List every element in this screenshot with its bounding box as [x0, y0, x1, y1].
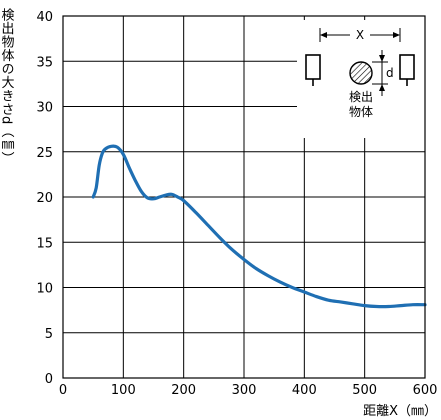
- y-tick-label: 5: [45, 327, 53, 342]
- x-dim-arrow-left: [320, 32, 327, 38]
- x-tick-label: 600: [413, 383, 438, 398]
- y-tick-label: 35: [36, 55, 53, 70]
- d-dim-arrow-top: [379, 55, 385, 62]
- left-sensor-icon: [305, 54, 321, 80]
- x-tick-label: 400: [292, 383, 317, 398]
- inset-object-label-line2: 物体: [349, 105, 373, 119]
- x-tick-label: 200: [171, 383, 196, 398]
- inset-d-label: d: [386, 66, 394, 80]
- inset-x-label: X: [356, 28, 364, 42]
- plot-border: [62, 15, 426, 379]
- x-tick-label: 500: [352, 383, 377, 398]
- x-axis-title: 距離X（㎜）: [363, 404, 437, 419]
- inset-object-label-line1: 検出: [349, 90, 373, 104]
- d-dim-arrow-bottom: [379, 84, 385, 91]
- y-axis-title: 検出物体の大きさd（㎜）: [0, 8, 14, 165]
- y-tick-label: 40: [36, 10, 53, 25]
- plot-frame: [62, 15, 426, 379]
- x-tick-label: 100: [111, 383, 136, 398]
- x-axis-ticks: 0 100 200 300 400 500 600: [59, 383, 438, 398]
- y-tick-label: 15: [36, 236, 53, 251]
- x-dim-arrow-right: [393, 32, 400, 38]
- y-tick-label: 25: [36, 146, 53, 161]
- sensor-inset-diagram: X d 検出 物体: [297, 20, 425, 138]
- x-tick-label: 0: [59, 383, 67, 398]
- y-tick-label: 20: [36, 191, 53, 206]
- series-line-0: [91, 144, 427, 309]
- y-axis-ticks: 0 5 10 15 20 25 30 35 40: [36, 10, 53, 387]
- y-tick-label: 0: [45, 372, 53, 387]
- x-tick-label: 300: [232, 383, 257, 398]
- detection-object-icon: [349, 61, 373, 85]
- plot-area: [91, 144, 427, 309]
- right-sensor-icon: [399, 54, 415, 80]
- y-tick-label: 10: [36, 282, 53, 297]
- y-tick-label: 30: [36, 101, 53, 116]
